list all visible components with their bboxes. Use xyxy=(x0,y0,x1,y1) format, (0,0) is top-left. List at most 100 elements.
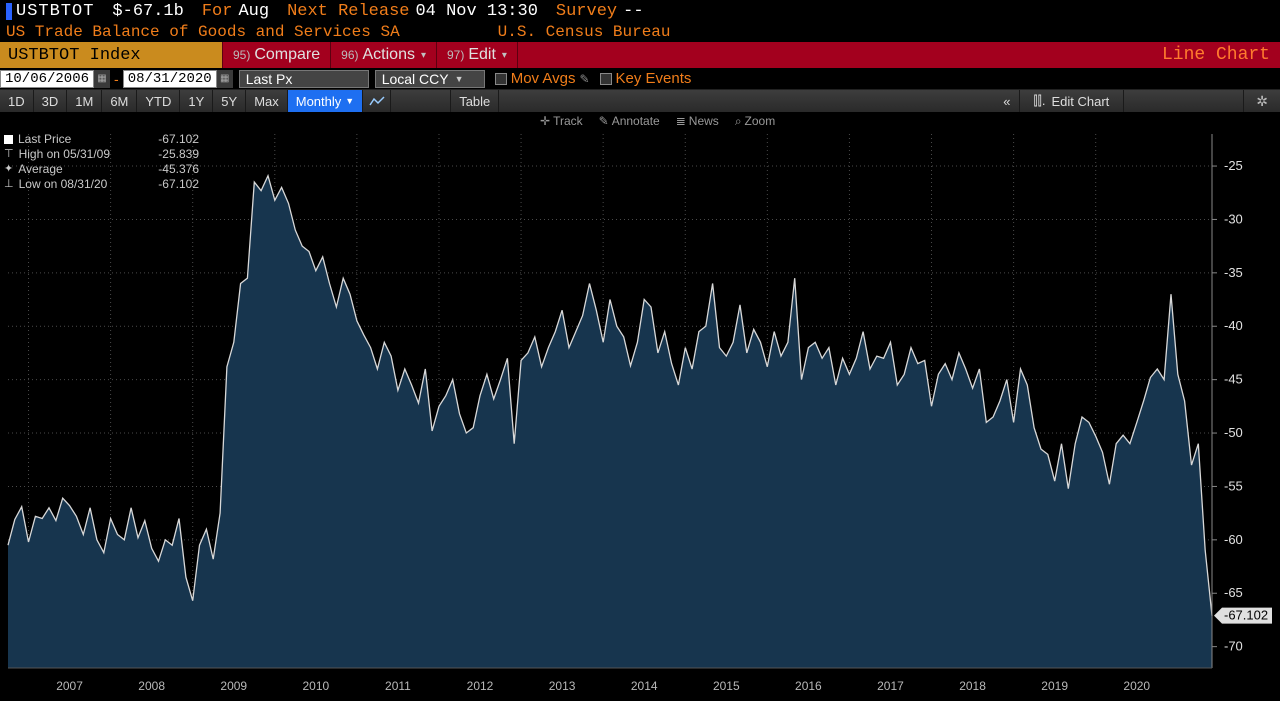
svg-text:-70: -70 xyxy=(1224,639,1243,654)
track-tool[interactable]: ✛ Track xyxy=(540,114,583,128)
track-label: Track xyxy=(553,114,583,128)
period-1m[interactable]: 1M xyxy=(67,90,102,112)
legend-high-val: -25.839 xyxy=(148,147,199,162)
svg-text:2018: 2018 xyxy=(959,679,986,693)
price-type-select[interactable]: Last Px xyxy=(239,70,369,88)
end-date-input[interactable]: 08/31/2020 xyxy=(123,70,217,88)
chevron-down-icon: ▾ xyxy=(502,50,507,61)
period-1y[interactable]: 1Y xyxy=(180,90,213,112)
svg-text:-60: -60 xyxy=(1224,532,1243,547)
svg-text:2007: 2007 xyxy=(56,679,83,693)
price-type-label: Last Px xyxy=(246,71,293,87)
pencil-icon[interactable]: ✎ xyxy=(579,72,589,86)
svg-text:-30: -30 xyxy=(1224,211,1243,226)
svg-text:2020: 2020 xyxy=(1123,679,1150,693)
legend-high-label: High on 05/31/09 xyxy=(19,147,110,162)
chevron-down-icon: ▾ xyxy=(421,50,426,61)
chart-type-icon[interactable] xyxy=(363,90,391,112)
svg-text:-25: -25 xyxy=(1224,158,1243,173)
legend-high-icon: ⊤ xyxy=(4,147,14,162)
legend-avg-icon: ✦ xyxy=(4,162,13,177)
period-ytd[interactable]: YTD xyxy=(137,90,180,112)
header-row-2: US Trade Balance of Goods and Services S… xyxy=(0,22,1280,42)
annotate-tool[interactable]: ✎ Annotate xyxy=(599,114,660,128)
period-max[interactable]: Max xyxy=(246,90,288,112)
header-value: $-67.1b xyxy=(112,2,183,21)
svg-text:2017: 2017 xyxy=(877,679,904,693)
edit-chart-label: Edit Chart xyxy=(1051,94,1109,109)
legend-low-icon: ⊥ xyxy=(4,177,14,192)
zoom-label: Zoom xyxy=(745,114,776,128)
for-label: For xyxy=(202,2,233,21)
survey-value: -- xyxy=(623,2,643,21)
key-events-checkbox[interactable] xyxy=(600,73,612,85)
ticker-marker xyxy=(6,3,12,20)
legend-avg-label: Average xyxy=(18,162,62,177)
chevron-down-icon: ▼ xyxy=(345,96,354,106)
start-date-input[interactable]: 10/06/2006 xyxy=(0,70,94,88)
ccy-select[interactable]: Local CCY ▼ xyxy=(375,70,485,88)
compare-num: 95) xyxy=(233,48,250,62)
ccy-label: Local CCY xyxy=(382,71,449,87)
legend-low-val: -67.102 xyxy=(148,177,199,192)
source: U.S. Census Bureau xyxy=(498,23,671,41)
period-1d[interactable]: 1D xyxy=(0,90,34,112)
mov-avgs-label: Mov Avgs xyxy=(511,70,576,87)
date-toolbar: 10/06/2006 ▦ - 08/31/2020 ▦ Last Px Loca… xyxy=(0,68,1280,90)
edit-button[interactable]: 97) Edit ▾ xyxy=(437,42,518,68)
key-events-label: Key Events xyxy=(616,70,692,87)
svg-text:2016: 2016 xyxy=(795,679,822,693)
header-row-1: USTBTOT $-67.1b For Aug Next Release 04 … xyxy=(0,0,1280,22)
ticker: USTBTOT xyxy=(16,2,94,21)
edit-chart-button[interactable]: ⫿⫿. Edit Chart xyxy=(1020,90,1125,112)
period-6m[interactable]: 6M xyxy=(102,90,137,112)
svg-text:-50: -50 xyxy=(1224,425,1243,440)
svg-text:-40: -40 xyxy=(1224,318,1243,333)
svg-text:-55: -55 xyxy=(1224,478,1243,493)
calendar-icon[interactable]: ▦ xyxy=(94,70,110,88)
svg-text:-35: -35 xyxy=(1224,265,1243,280)
calendar-icon[interactable]: ▦ xyxy=(217,70,233,88)
legend-lastprice-val: -67.102 xyxy=(148,132,199,147)
period-monthly[interactable]: Monthly▼ xyxy=(288,90,363,112)
chevron-down-icon: ▼ xyxy=(455,74,464,84)
table-button[interactable]: Table xyxy=(451,90,499,112)
svg-text:2019: 2019 xyxy=(1041,679,1068,693)
table-label: Table xyxy=(459,94,490,109)
period-5y[interactable]: 5Y xyxy=(213,90,246,112)
period-active-label: Monthly xyxy=(296,94,342,109)
next-release-label: Next Release xyxy=(287,2,409,21)
svg-text:2009: 2009 xyxy=(220,679,247,693)
legend-low-label: Low on 08/31/20 xyxy=(19,177,108,192)
blank-slot-2 xyxy=(1124,90,1244,112)
collapse-button[interactable]: « xyxy=(995,90,1019,112)
svg-text:2011: 2011 xyxy=(385,679,411,693)
annotate-label: Annotate xyxy=(612,114,660,128)
date-dash: - xyxy=(114,71,119,87)
index-box[interactable]: USTBTOT Index xyxy=(0,42,222,68)
zoom-tool[interactable]: ⌕ Zoom xyxy=(735,114,775,129)
period-3d[interactable]: 3D xyxy=(34,90,68,112)
legend-square-icon xyxy=(4,135,13,144)
legend-lastprice-label: Last Price xyxy=(18,132,71,147)
chart-area[interactable]: Last Price -67.102 ⊤ High on 05/31/09 -25.8… xyxy=(0,130,1280,698)
news-tool[interactable]: ≣ News xyxy=(676,114,719,128)
actions-button[interactable]: 96) Actions ▾ xyxy=(331,42,437,68)
compare-button[interactable]: 95) Compare xyxy=(222,42,331,68)
svg-text:2014: 2014 xyxy=(631,679,658,693)
gear-icon[interactable]: ✲ xyxy=(1244,93,1280,110)
survey-label: Survey xyxy=(556,2,617,21)
svg-text:2012: 2012 xyxy=(467,679,494,693)
svg-text:2013: 2013 xyxy=(549,679,576,693)
mov-avgs-checkbox[interactable] xyxy=(495,73,507,85)
svg-text:-45: -45 xyxy=(1224,372,1243,387)
chart-subtools: ✛ Track ✎ Annotate ≣ News ⌕ Zoom xyxy=(0,112,1280,130)
blank-slot xyxy=(391,90,451,112)
description: US Trade Balance of Goods and Services S… xyxy=(6,23,400,41)
next-release-value: 04 Nov 13:30 xyxy=(415,2,537,21)
chart-icon: ⫿⫿. xyxy=(1034,93,1046,109)
index-label: USTBTOT Index xyxy=(8,46,141,65)
news-label: News xyxy=(689,114,719,128)
compare-label: Compare xyxy=(254,46,320,64)
legend-avg-val: -45.376 xyxy=(148,162,199,177)
